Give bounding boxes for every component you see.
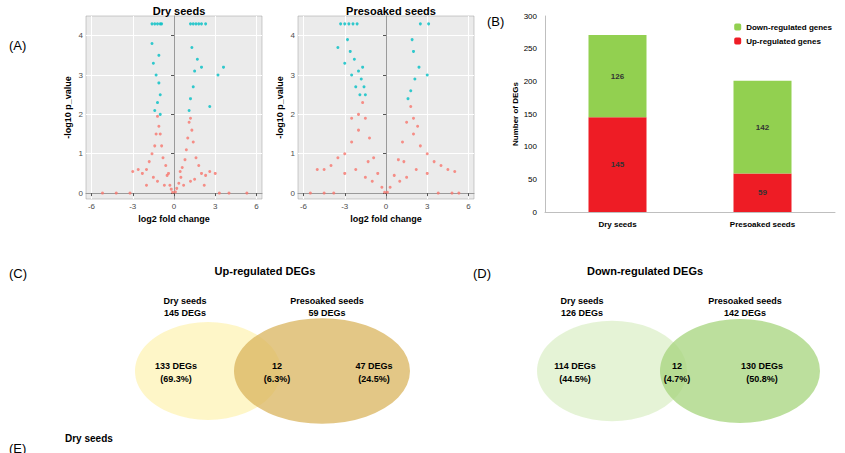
svg-text:145 DEGs: 145 DEGs bbox=[164, 308, 206, 318]
svg-text:-6: -6 bbox=[300, 202, 308, 211]
svg-text:Dry seeds: Dry seeds bbox=[560, 296, 603, 306]
svg-text:(24.5%): (24.5%) bbox=[358, 374, 390, 384]
svg-text:(C): (C) bbox=[9, 266, 27, 281]
svg-text:-log10 p_value: -log10 p_value bbox=[63, 76, 73, 139]
svg-text:59: 59 bbox=[758, 188, 767, 197]
svg-text:Number of DEGs: Number of DEGs bbox=[511, 81, 520, 146]
svg-text:-3: -3 bbox=[129, 202, 137, 211]
svg-text:Presoaked seeds: Presoaked seeds bbox=[346, 5, 436, 17]
svg-text:(44.5%): (44.5%) bbox=[559, 374, 591, 384]
svg-text:Down-regulated genes: Down-regulated genes bbox=[746, 23, 832, 32]
svg-text:2: 2 bbox=[79, 110, 84, 119]
svg-text:59 DEGs: 59 DEGs bbox=[308, 308, 345, 318]
svg-text:6: 6 bbox=[466, 202, 471, 211]
svg-text:250: 250 bbox=[524, 44, 538, 53]
svg-text:142: 142 bbox=[756, 123, 770, 132]
svg-text:114 DEGs: 114 DEGs bbox=[554, 361, 596, 371]
svg-text:1: 1 bbox=[79, 149, 84, 158]
svg-text:(4.7%): (4.7%) bbox=[664, 374, 691, 384]
svg-text:Up-regulated genes: Up-regulated genes bbox=[746, 37, 821, 46]
svg-text:0: 0 bbox=[291, 189, 296, 198]
svg-text:(E): (E) bbox=[9, 441, 26, 453]
svg-text:3: 3 bbox=[291, 71, 296, 80]
svg-text:0: 0 bbox=[384, 202, 389, 211]
svg-text:150: 150 bbox=[524, 110, 538, 119]
svg-text:3: 3 bbox=[425, 202, 430, 211]
svg-text:Presoaked seeds: Presoaked seeds bbox=[290, 296, 364, 306]
svg-text:(50.8%): (50.8%) bbox=[746, 374, 778, 384]
svg-text:0: 0 bbox=[533, 208, 538, 217]
svg-text:Dry seeds: Dry seeds bbox=[598, 220, 637, 229]
svg-text:0: 0 bbox=[172, 202, 177, 211]
svg-text:12: 12 bbox=[272, 361, 282, 371]
svg-text:12: 12 bbox=[672, 361, 682, 371]
svg-text:-3: -3 bbox=[341, 202, 349, 211]
svg-text:130 DEGs: 130 DEGs bbox=[741, 361, 783, 371]
svg-text:log2 fold change: log2 fold change bbox=[138, 214, 210, 224]
svg-text:(69.3%): (69.3%) bbox=[160, 374, 192, 384]
svg-text:6: 6 bbox=[254, 202, 259, 211]
svg-text:log2 fold change: log2 fold change bbox=[350, 214, 422, 224]
svg-text:3: 3 bbox=[213, 202, 218, 211]
svg-text:-log10 p_value: -log10 p_value bbox=[275, 76, 285, 139]
svg-text:47 DEGs: 47 DEGs bbox=[355, 361, 392, 371]
svg-text:-6: -6 bbox=[88, 202, 96, 211]
svg-text:Dry seeds: Dry seeds bbox=[163, 296, 206, 306]
svg-text:300: 300 bbox=[524, 12, 538, 21]
svg-text:1: 1 bbox=[291, 149, 296, 158]
svg-text:142 DEGs: 142 DEGs bbox=[724, 308, 766, 318]
svg-text:50: 50 bbox=[528, 175, 537, 184]
svg-text:126: 126 bbox=[611, 72, 625, 81]
svg-text:Down-regulated DEGs: Down-regulated DEGs bbox=[587, 265, 703, 277]
svg-text:4: 4 bbox=[79, 31, 84, 40]
svg-text:Dry seeds: Dry seeds bbox=[153, 5, 206, 17]
svg-text:(6.3%): (6.3%) bbox=[264, 374, 291, 384]
svg-text:145: 145 bbox=[611, 160, 625, 169]
svg-text:Dry seeds: Dry seeds bbox=[65, 433, 113, 444]
svg-text:Presoaked seeds: Presoaked seeds bbox=[708, 296, 782, 306]
svg-text:(B): (B) bbox=[487, 14, 504, 29]
svg-text:(D): (D) bbox=[473, 266, 491, 281]
svg-text:3: 3 bbox=[79, 71, 84, 80]
svg-text:2: 2 bbox=[291, 110, 296, 119]
svg-text:(A): (A) bbox=[9, 38, 26, 53]
svg-text:0: 0 bbox=[79, 189, 84, 198]
svg-text:126 DEGs: 126 DEGs bbox=[561, 308, 603, 318]
svg-text:4: 4 bbox=[291, 31, 296, 40]
svg-text:200: 200 bbox=[524, 77, 538, 86]
svg-text:Presoaked seeds: Presoaked seeds bbox=[730, 220, 796, 229]
svg-text:100: 100 bbox=[524, 142, 538, 151]
svg-text:133 DEGs: 133 DEGs bbox=[155, 361, 197, 371]
svg-text:Up-regulated DEGs: Up-regulated DEGs bbox=[215, 265, 316, 277]
